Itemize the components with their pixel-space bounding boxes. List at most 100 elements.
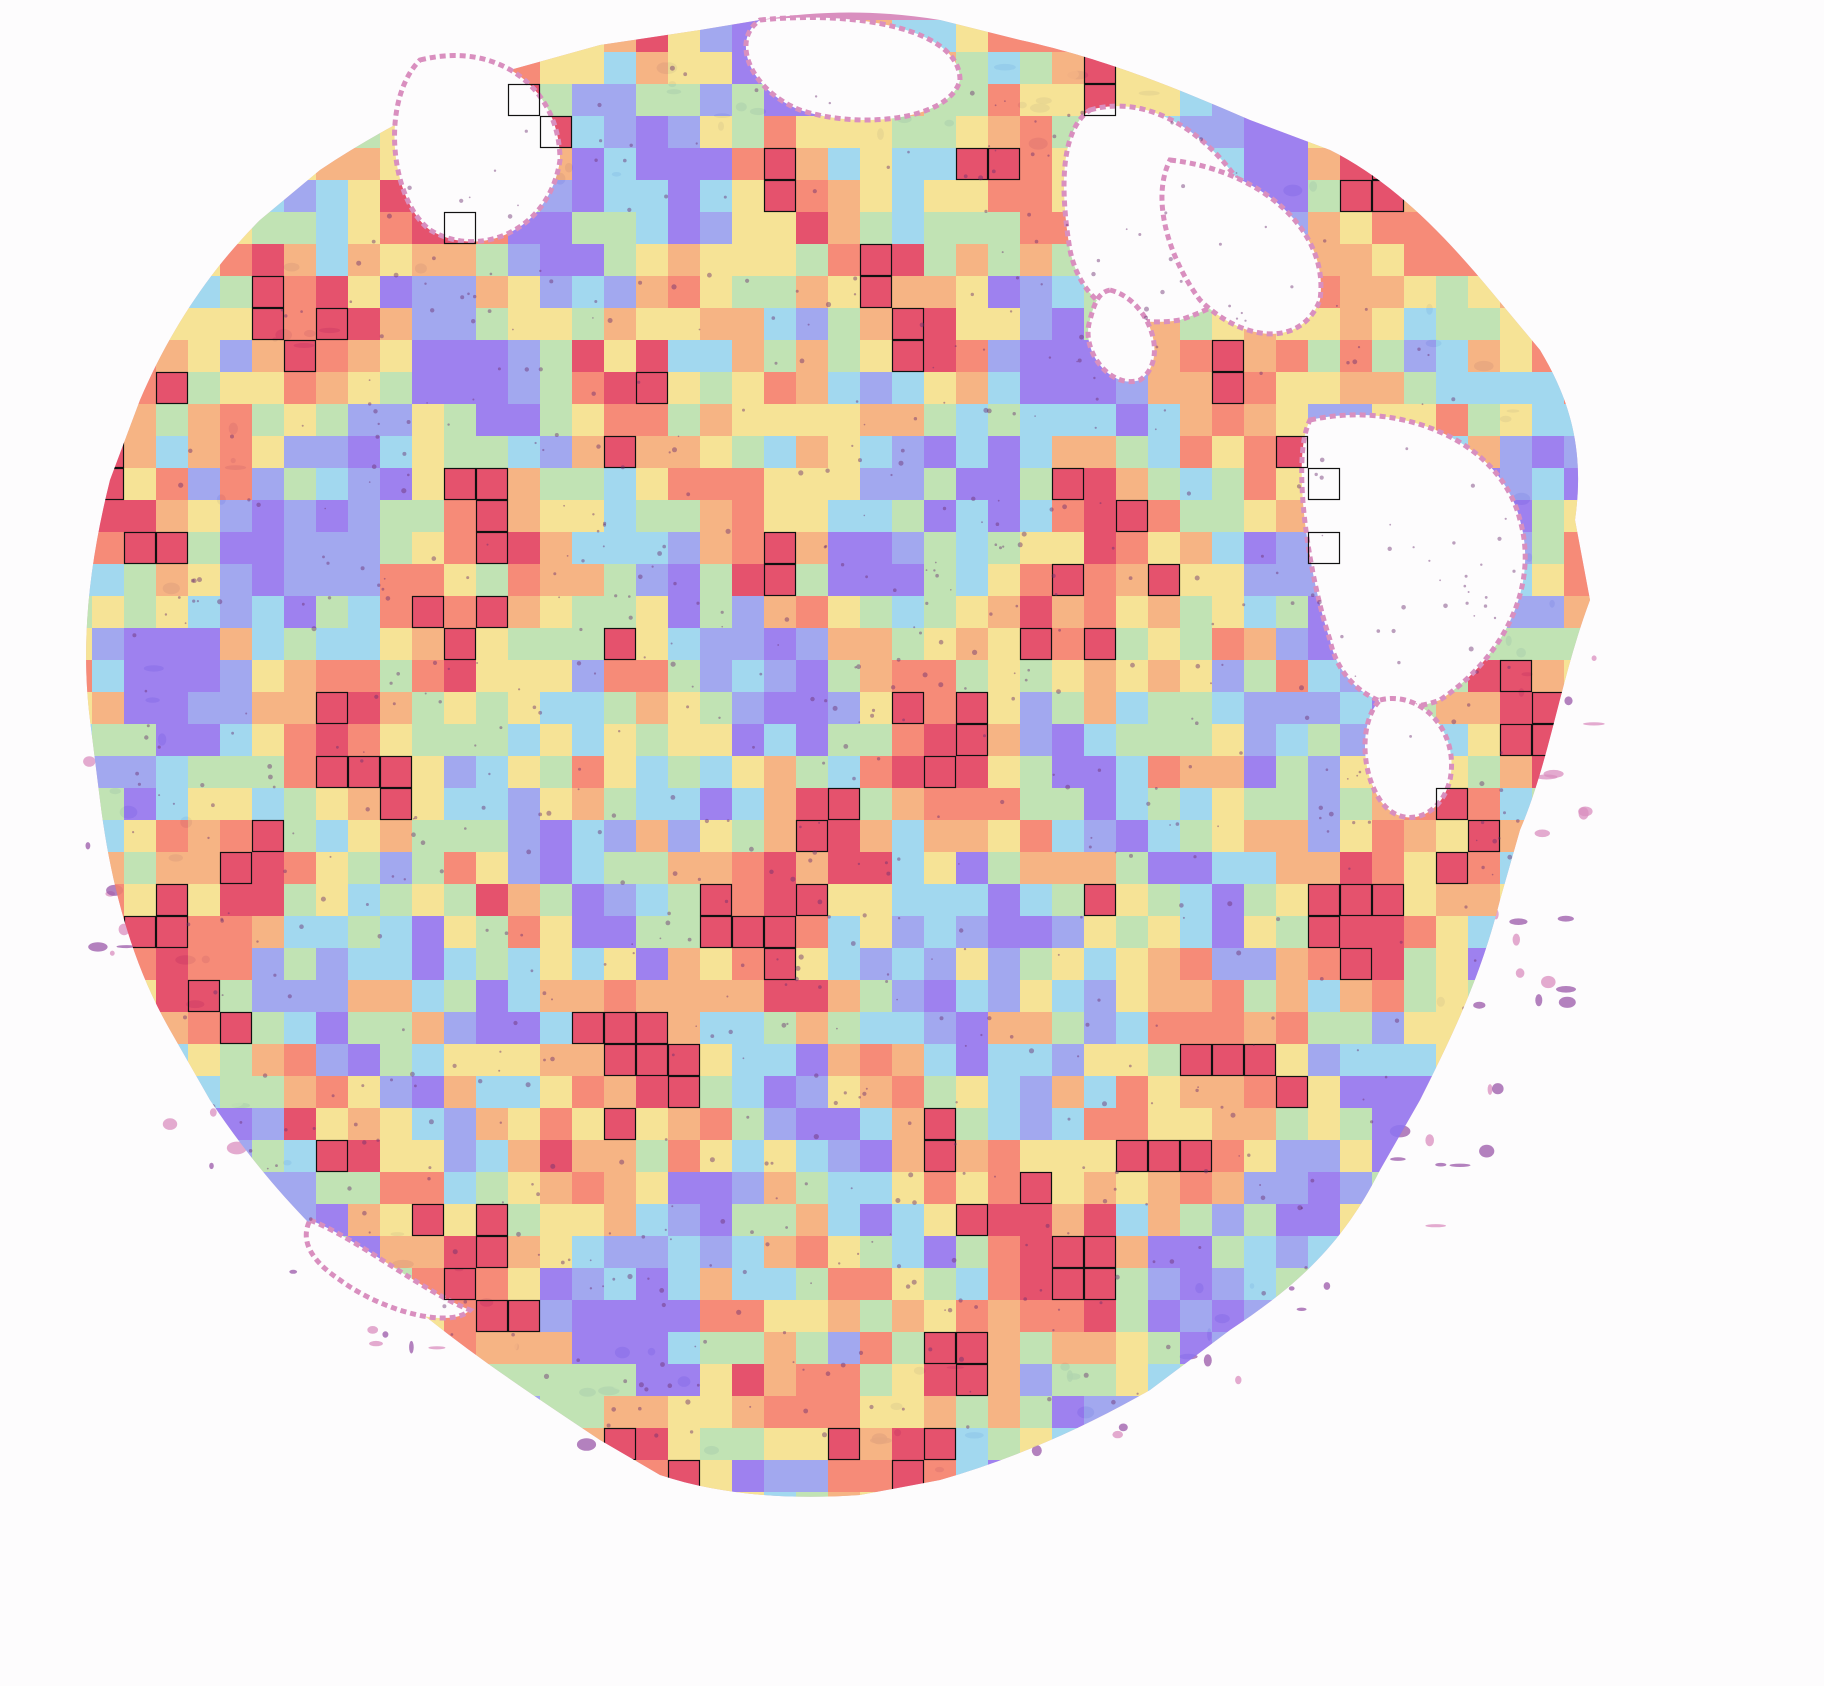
heatmap-tile xyxy=(700,948,732,980)
heatmap-tile xyxy=(668,532,700,564)
heatmap-tile xyxy=(284,628,316,660)
tissue-fragment xyxy=(1515,968,1525,978)
heatmap-tile xyxy=(1052,596,1084,628)
heatmap-tile xyxy=(1436,980,1468,1012)
highlighted-tile-outline xyxy=(699,883,733,917)
heatmap-tile xyxy=(924,1364,956,1396)
heatmap-tile xyxy=(220,884,252,916)
heatmap-tile xyxy=(1116,916,1148,948)
heatmap-tile xyxy=(732,404,764,436)
heatmap-tile xyxy=(476,788,508,820)
heatmap-tile xyxy=(1020,276,1052,308)
heatmap-tile xyxy=(796,468,828,500)
heatmap-tile xyxy=(636,1204,668,1236)
heatmap-tile xyxy=(892,244,924,276)
nucleus-speck xyxy=(301,602,305,606)
heatmap-tile xyxy=(380,212,412,244)
heatmap-tile xyxy=(316,212,348,244)
heatmap-tile xyxy=(1116,1140,1148,1172)
heatmap-tile xyxy=(476,404,508,436)
heatmap-tile xyxy=(700,916,732,948)
tissue-fragment xyxy=(1578,807,1589,820)
nucleus-speck xyxy=(720,1219,726,1224)
nucleus-speck xyxy=(987,1016,992,1021)
nucleus-speck xyxy=(292,832,295,835)
heatmap-tile xyxy=(764,1460,796,1492)
heatmap-tile xyxy=(1116,1076,1148,1108)
heatmap-tile xyxy=(1052,1396,1084,1428)
heatmap-tile xyxy=(732,500,764,532)
nucleus-speck xyxy=(1244,319,1247,322)
nucleus-speck xyxy=(1114,1170,1119,1175)
nucleus-speck xyxy=(603,963,607,966)
nucleus-speck xyxy=(654,1433,659,1438)
heatmap-tile xyxy=(252,564,284,596)
heatmap-tile xyxy=(476,500,508,532)
nucleus-speck xyxy=(511,1332,515,1337)
heatmap-tile xyxy=(668,660,700,692)
heatmap-tile xyxy=(604,756,636,788)
nucleus-speck xyxy=(840,1362,846,1368)
heatmap-tile xyxy=(668,212,700,244)
highlighted-tile-outline xyxy=(1339,883,1373,917)
heatmap-tile xyxy=(700,500,732,532)
nucleus-speck xyxy=(889,1233,892,1235)
heatmap-tile xyxy=(1052,372,1084,404)
nucleus-speck xyxy=(1009,1035,1014,1039)
heatmap-tile xyxy=(828,724,860,756)
nucleus-speck xyxy=(412,817,415,820)
nucleus-speck xyxy=(1047,154,1050,157)
heatmap-tile xyxy=(604,788,636,820)
heatmap-tile xyxy=(1116,1268,1148,1300)
heatmap-tile xyxy=(508,1268,540,1300)
heatmap-tile xyxy=(252,436,284,468)
heatmap-tile xyxy=(1212,820,1244,852)
nucleus-speck xyxy=(907,150,910,154)
nucleus-speck xyxy=(1067,1117,1071,1121)
heatmap-tile xyxy=(220,1044,252,1076)
heatmap-tile xyxy=(540,436,572,468)
nucleus-speck xyxy=(1080,915,1083,919)
nucleus-speck xyxy=(530,969,534,973)
heatmap-tile xyxy=(348,404,380,436)
heatmap-tile xyxy=(860,1076,892,1108)
heatmap-tile xyxy=(252,1012,284,1044)
heatmap-tile xyxy=(412,916,444,948)
heatmap-tile xyxy=(988,564,1020,596)
heatmap-tile xyxy=(1148,948,1180,980)
heatmap-tile xyxy=(412,468,444,500)
nucleus-speck xyxy=(428,1119,434,1125)
heatmap-tile xyxy=(1052,948,1084,980)
heatmap-tile xyxy=(764,1140,796,1172)
heatmap-tile xyxy=(412,948,444,980)
heatmap-tile xyxy=(1148,1044,1180,1076)
heatmap-tile xyxy=(1532,436,1564,468)
heatmap-tile xyxy=(188,532,220,564)
nucleus-speck xyxy=(403,878,406,881)
heatmap-tile xyxy=(444,1076,476,1108)
heatmap-tile xyxy=(540,1364,572,1396)
heatmap-tile xyxy=(988,1140,1020,1172)
heatmap-tile xyxy=(572,1300,604,1332)
heatmap-tile xyxy=(1340,212,1372,244)
highlighted-tile-outline xyxy=(155,883,189,917)
heatmap-tile xyxy=(1212,500,1244,532)
nucleus-speck xyxy=(1240,311,1243,315)
tissue-fragment xyxy=(1473,1001,1486,1009)
nucleus-speck xyxy=(1000,799,1005,805)
nucleus-speck xyxy=(1319,475,1324,480)
heatmap-tile xyxy=(1180,372,1212,404)
heatmap-tile xyxy=(988,756,1020,788)
heatmap-tile xyxy=(1372,1012,1404,1044)
heatmap-tile xyxy=(796,1172,828,1204)
nucleus-speck xyxy=(1290,285,1294,289)
nucleus-speck xyxy=(266,1167,269,1170)
highlighted-tile-outline xyxy=(635,371,669,405)
air-space xyxy=(1085,287,1157,385)
nucleus-speck xyxy=(986,408,992,414)
heatmap-tile xyxy=(1308,724,1340,756)
heatmap-tile xyxy=(924,340,956,372)
heatmap-tile xyxy=(796,1428,828,1460)
nucleus-speck xyxy=(377,583,381,587)
nucleus-speck xyxy=(459,198,464,203)
